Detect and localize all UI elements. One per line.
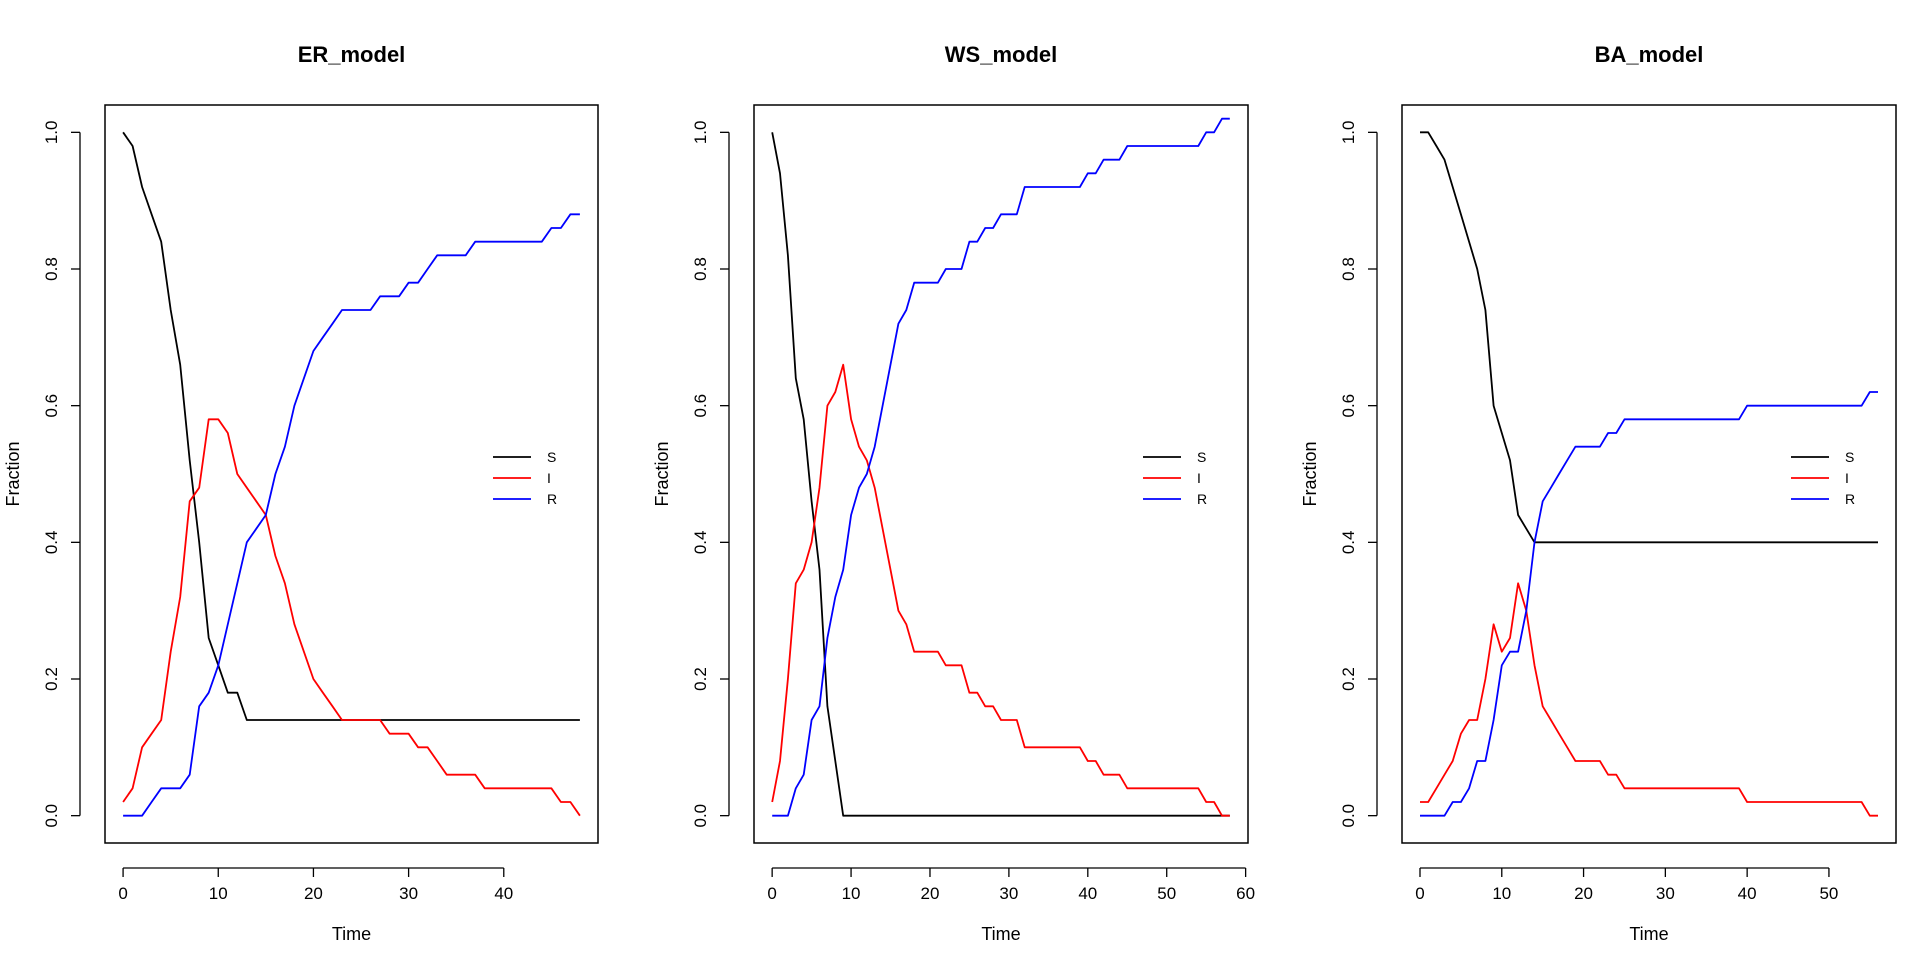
y-tick-label: 0.4 [1339,531,1358,555]
plot-frame [104,104,599,844]
x-tick-label: 30 [999,884,1018,903]
y-tick-label: 1.0 [42,121,61,145]
series-line-I [1420,582,1878,817]
legend-label-S: S [1845,449,1854,465]
y-tick-label: 0.0 [691,804,710,828]
chart-panel-BA_model: BA_model 0 10 20 30 40 50 Time 0.0 0.2 0.4 0.6 0.8 1.… [1300,42,1897,944]
x-tick-label: 0 [118,884,127,903]
y-tick-label: 0.8 [42,257,61,281]
x-tick-label: 30 [1656,884,1675,903]
x-tick-label: 20 [1574,884,1593,903]
legend-label-S: S [1197,449,1206,465]
series-line-S [771,132,1230,817]
y-axis-label: Fraction [652,441,672,506]
series-line-S [122,131,580,721]
legend-label-R: R [547,491,557,507]
x-axis-label: Time [981,924,1020,944]
y-tick-label: 0.0 [42,804,61,828]
x-tick-label: 50 [1157,884,1176,903]
y-tick-label: 0.0 [1339,804,1358,828]
x-tick-label: 10 [209,884,228,903]
y-tick-label: 0.6 [42,394,61,418]
y-axis-label: Fraction [1300,441,1320,506]
y-tick-label: 0.4 [691,531,710,555]
y-tick-label: 0.2 [1339,667,1358,691]
legend-label-R: R [1197,491,1207,507]
series-line-I [122,418,581,817]
y-tick-label: 1.0 [1339,121,1358,145]
x-tick-label: 0 [1415,884,1424,903]
series-line-R [1420,391,1878,817]
y-tick-label: 0.2 [42,667,61,691]
y-tick-label: 0.8 [691,257,710,281]
chart-title: BA_model [1595,42,1704,67]
y-tick-label: 0.6 [691,394,710,418]
x-tick-label: 20 [304,884,323,903]
x-tick-label: 50 [1819,884,1838,903]
legend-label-I: I [1845,470,1849,486]
chart-title: ER_model [298,42,406,67]
y-axis-label: Fraction [3,441,23,506]
series-line-I [771,363,1230,817]
series-line-R [123,213,580,817]
plot-frame [1401,104,1897,844]
y-tick-label: 1.0 [691,121,710,145]
legend-label-I: I [1197,470,1201,486]
x-tick-label: 0 [767,884,776,903]
chart-panel-ER_model: ER_model 0 10 20 30 40 Time 0.0 0.2 0.4 0.6 0.8 1.0 F… [3,42,599,944]
x-tick-label: 10 [842,884,861,903]
y-tick-label: 0.2 [691,667,710,691]
x-tick-label: 40 [494,884,513,903]
chart-title: WS_model [945,42,1057,67]
x-axis-label: Time [332,924,371,944]
x-tick-label: 40 [1738,884,1757,903]
plot-frame [753,104,1249,844]
chart-panel-WS_model: WS_model 0 10 20 30 40 50 60 Time 0.0 0.2 0.4 0.6 0.8… [652,42,1255,944]
series-line-R [772,117,1230,817]
legend-label-I: I [547,470,551,486]
legend-label-R: R [1845,491,1855,507]
y-tick-label: 0.6 [1339,394,1358,418]
x-tick-label: 40 [1078,884,1097,903]
y-tick-label: 0.4 [42,531,61,555]
x-tick-label: 60 [1236,884,1255,903]
legend-label-S: S [547,449,556,465]
x-axis-label: Time [1629,924,1668,944]
x-tick-label: 10 [1492,884,1511,903]
x-tick-label: 20 [921,884,940,903]
series-line-S [1420,131,1878,544]
x-tick-label: 30 [399,884,418,903]
y-tick-label: 0.8 [1339,257,1358,281]
